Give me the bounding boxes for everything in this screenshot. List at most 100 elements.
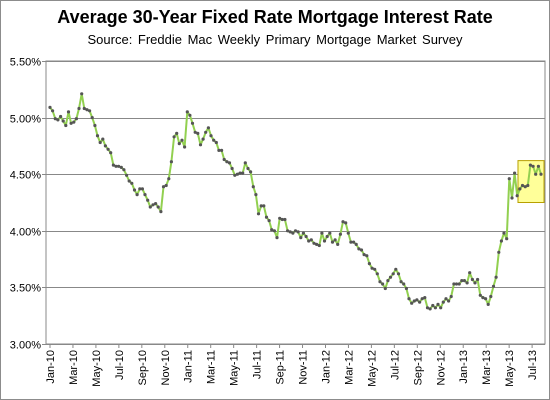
data-point xyxy=(431,303,435,308)
x-tick-label: Jul-13 xyxy=(527,350,539,380)
data-point xyxy=(396,272,401,276)
x-tick-label: May-12 xyxy=(366,350,378,387)
data-point xyxy=(346,231,350,235)
data-point xyxy=(122,168,126,172)
x-tick-label: Nov-12 xyxy=(435,350,447,385)
data-point xyxy=(428,307,432,311)
x-tick-label: May-11 xyxy=(229,350,241,386)
x-tick-label: Mar-13 xyxy=(481,350,493,385)
data-point xyxy=(140,187,144,191)
data-point xyxy=(95,134,100,138)
data-point xyxy=(378,280,382,284)
data-point xyxy=(444,297,448,301)
data-point xyxy=(159,210,163,214)
x-tick-label: Jul-10 xyxy=(114,350,126,380)
data-point xyxy=(415,298,419,302)
data-point xyxy=(410,301,414,305)
data-point xyxy=(185,110,189,114)
data-point xyxy=(494,275,498,279)
data-point xyxy=(72,120,76,124)
data-point xyxy=(190,121,195,125)
data-point xyxy=(447,299,451,303)
data-point xyxy=(349,240,353,244)
data-point xyxy=(293,229,298,233)
data-point xyxy=(235,172,239,176)
data-point xyxy=(278,216,282,220)
data-point xyxy=(51,109,55,113)
x-tick-label: Sep-12 xyxy=(412,350,424,385)
data-point xyxy=(264,215,269,219)
data-point xyxy=(193,130,197,134)
data-point xyxy=(206,126,210,130)
data-point xyxy=(109,151,113,155)
data-point xyxy=(272,229,276,233)
plot-area xyxy=(45,60,546,345)
data-point xyxy=(201,137,205,141)
data-point xyxy=(151,203,155,207)
data-point xyxy=(80,92,84,96)
data-point xyxy=(167,177,171,181)
y-tick-label: 3.00% xyxy=(10,340,41,352)
data-point xyxy=(320,231,324,235)
data-point xyxy=(238,171,242,175)
data-point xyxy=(69,121,73,125)
data-point xyxy=(117,164,121,168)
data-point xyxy=(441,300,445,304)
data-point xyxy=(418,300,422,304)
data-point xyxy=(344,221,348,225)
data-point xyxy=(59,114,63,119)
data-point xyxy=(143,193,147,197)
data-point xyxy=(528,163,533,167)
x-tick-label: Jul-11 xyxy=(252,350,264,379)
data-point xyxy=(280,217,284,222)
data-point xyxy=(423,296,427,300)
data-point xyxy=(507,177,511,181)
data-point xyxy=(259,204,263,208)
data-point xyxy=(164,183,168,188)
chart-title: Average 30-Year Fixed Rate Mortgage Inte… xyxy=(57,7,493,27)
data-point xyxy=(262,204,266,208)
data-point xyxy=(526,183,530,188)
data-point xyxy=(391,272,395,276)
x-tick-label: Jan-12 xyxy=(320,350,332,384)
x-tick-label: Jan-10 xyxy=(45,350,57,384)
data-point xyxy=(74,117,78,121)
x-tick-label: Mar-12 xyxy=(343,350,355,385)
data-point xyxy=(180,138,184,142)
data-point xyxy=(267,219,271,223)
data-point xyxy=(64,123,68,128)
data-point xyxy=(534,172,538,176)
x-tick-label: Mar-11 xyxy=(206,350,218,384)
data-point xyxy=(296,230,300,234)
data-point xyxy=(341,220,345,224)
data-point xyxy=(449,294,453,299)
data-point xyxy=(230,166,234,171)
data-point xyxy=(473,281,477,285)
data-point xyxy=(470,277,474,282)
data-point xyxy=(381,282,385,286)
data-point xyxy=(499,239,503,243)
data-point xyxy=(322,239,327,243)
data-point xyxy=(370,266,374,270)
chart-subtitle: Source: Freddie Mac Weekly Primary Mortg… xyxy=(87,32,463,47)
data-point xyxy=(217,148,221,152)
data-point xyxy=(66,110,71,114)
data-point xyxy=(307,239,311,243)
data-point xyxy=(367,262,371,266)
x-tick-label: Sep-10 xyxy=(137,350,149,385)
data-point xyxy=(111,163,115,167)
data-point xyxy=(169,160,173,164)
data-point xyxy=(88,109,92,113)
y-tick-label: 5.00% xyxy=(10,114,41,126)
data-point xyxy=(531,164,535,168)
data-point xyxy=(77,106,81,111)
data-point xyxy=(354,242,358,246)
data-point xyxy=(304,234,308,239)
data-point xyxy=(402,282,406,286)
data-point xyxy=(288,230,292,234)
data-point xyxy=(254,193,258,197)
x-tick-label: Sep-11 xyxy=(275,350,287,385)
data-point xyxy=(256,212,261,216)
data-point xyxy=(98,140,102,145)
data-point xyxy=(220,148,224,152)
